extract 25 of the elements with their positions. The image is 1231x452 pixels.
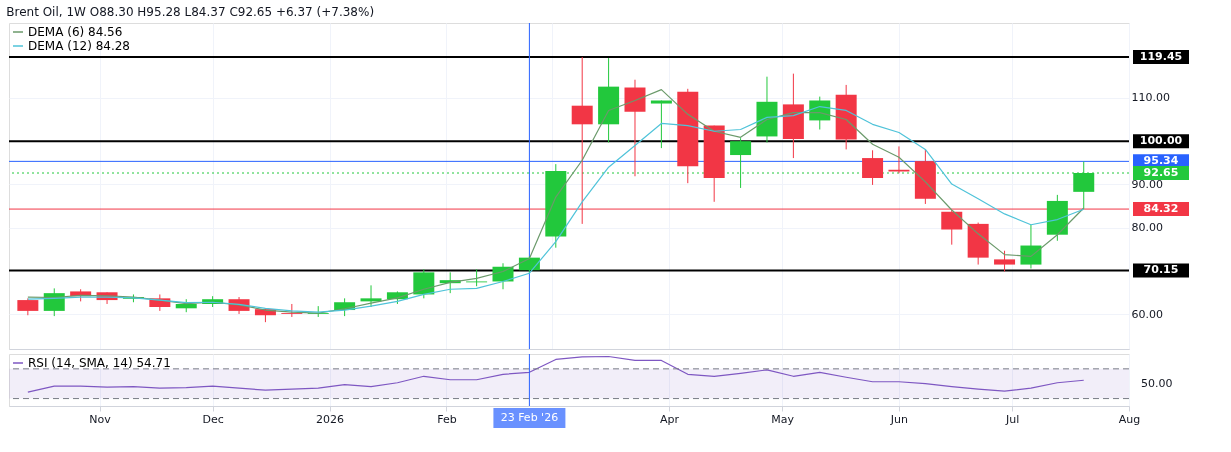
ref-line-label: 100.00 xyxy=(1139,134,1183,148)
ref-line-label: 84.32 xyxy=(1143,202,1179,216)
y-tick-label: 110.00 xyxy=(1131,91,1170,105)
legend-label: DEMA (6) 84.56 xyxy=(28,25,123,39)
y-tick-label: 80.00 xyxy=(1131,221,1163,235)
x-tick-label: Jun xyxy=(889,412,909,426)
text: 50.00 xyxy=(1141,376,1173,390)
y-tick-label: 60.00 xyxy=(1131,307,1163,321)
x-tick-label: Jul xyxy=(1004,412,1020,426)
x-tick-label: Nov xyxy=(89,412,112,426)
legend-label: RSI (14, SMA, 14) 54.71 xyxy=(28,356,171,370)
x-tick-label: Aug xyxy=(1118,412,1141,426)
ref-line-label: 95.34 xyxy=(1143,154,1179,168)
x-tick-label: May xyxy=(771,412,795,426)
ref-line-label: 119.45 xyxy=(1139,49,1183,63)
x-tick-label: Apr xyxy=(659,412,680,426)
ref-line-label: 23 Feb '26 xyxy=(500,411,559,424)
legend-label: DEMA (12) 84.28 xyxy=(28,39,130,53)
x-tick-label: 2026 xyxy=(316,412,345,426)
x-tick-label: Dec xyxy=(202,412,224,426)
x-tick-label: Feb xyxy=(437,412,457,426)
ref-line-label: 70.15 xyxy=(1143,263,1179,277)
ref-line-label: 92.65 xyxy=(1143,166,1179,180)
y-tick-label: 90.00 xyxy=(1131,177,1163,191)
chart-title: Brent Oil, 1W O88.30 H95.28 L84.37 C92.65 +6.37 (+7.38%) xyxy=(6,4,375,19)
